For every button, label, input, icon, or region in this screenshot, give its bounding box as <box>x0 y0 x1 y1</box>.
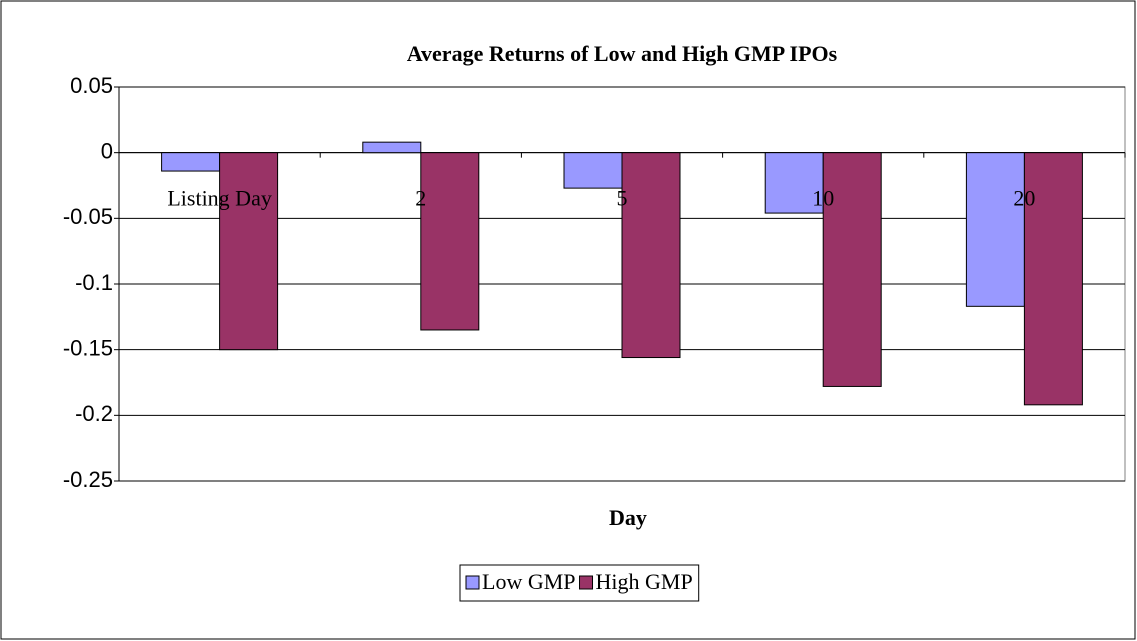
x-tick-label: Listing Day <box>167 186 272 211</box>
legend-swatch <box>465 575 480 590</box>
bar <box>161 152 221 172</box>
bar <box>1023 152 1083 406</box>
y-tick-label: -0.25 <box>63 467 113 492</box>
bar <box>621 152 681 359</box>
bar <box>764 152 824 214</box>
bar <box>362 141 422 154</box>
legend-label: High GMP <box>596 569 693 594</box>
y-tick-label: 0.05 <box>70 73 113 98</box>
y-tick-label: -0.1 <box>75 270 113 295</box>
x-tick-label: 10 <box>812 186 834 211</box>
legend-label: Low GMP <box>482 569 576 594</box>
x-tick-label: 5 <box>617 186 628 211</box>
legend-swatch <box>579 575 594 590</box>
x-axis-label: Day <box>609 505 647 530</box>
bar <box>219 152 279 351</box>
bar <box>420 152 480 331</box>
chart-title: Average Returns of Low and High GMP IPOs <box>407 41 838 66</box>
y-tick-label: 0 <box>101 138 113 163</box>
x-tick-label: 20 <box>1013 186 1035 211</box>
y-tick-label: -0.05 <box>63 204 113 229</box>
y-tick-label: -0.15 <box>63 335 113 360</box>
bar <box>822 152 882 387</box>
y-tick-label: -0.2 <box>75 401 113 426</box>
bar <box>965 152 1025 307</box>
bar <box>563 152 623 189</box>
x-tick-label: 2 <box>415 186 426 211</box>
